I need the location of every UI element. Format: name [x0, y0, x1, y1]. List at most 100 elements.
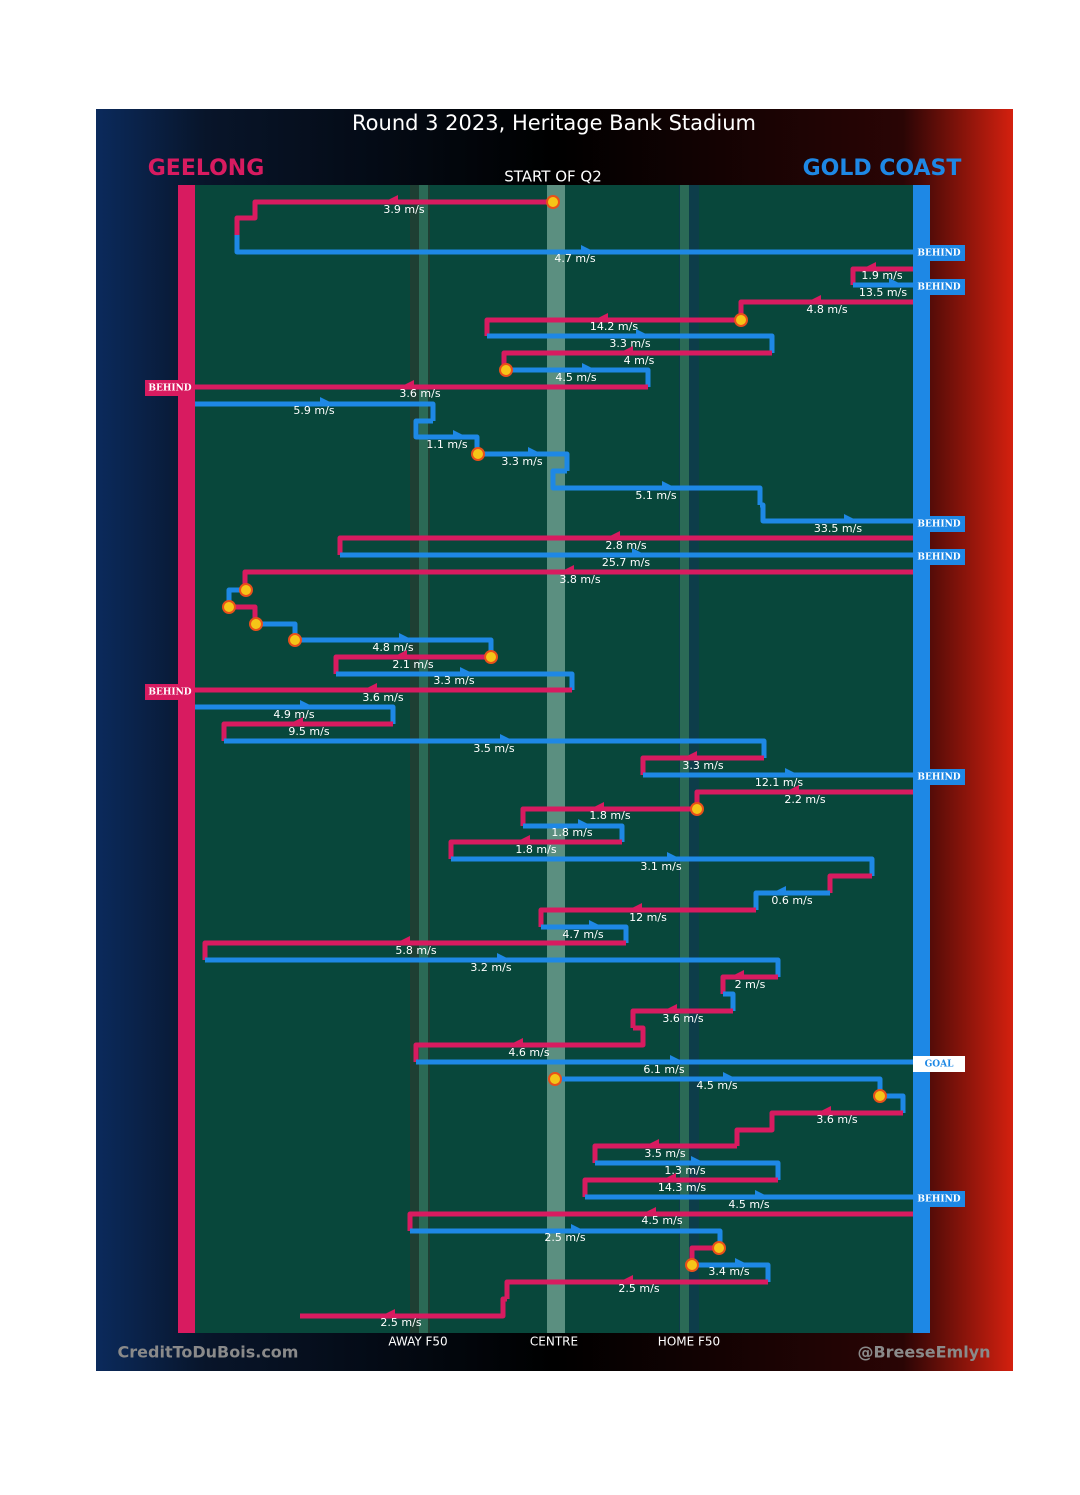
- arrowhead: [289, 717, 303, 725]
- arrowhead: [384, 195, 398, 203]
- speed-label: 3.2 m/s: [470, 961, 511, 974]
- possession-path: [734, 1110, 903, 1146]
- speed-label: 1.8 m/s: [589, 809, 630, 822]
- outcome-tag: [913, 245, 965, 261]
- ball-marker: [239, 583, 253, 597]
- speed-label: 3.8 m/s: [559, 573, 600, 586]
- arrowhead: [581, 245, 595, 253]
- possession-path: [336, 671, 575, 690]
- speed-label: 3.1 m/s: [640, 860, 681, 873]
- arrowhead: [516, 835, 530, 843]
- ball-marker: [685, 1258, 699, 1272]
- speed-label: 2 m/s: [735, 978, 766, 991]
- possession-path: [205, 957, 781, 977]
- possession-path: [640, 755, 764, 775]
- possession-path: [538, 907, 756, 927]
- speed-label: 4 m/s: [624, 354, 655, 367]
- geelong-goal-line: [178, 185, 195, 1333]
- possession-path: [850, 266, 913, 285]
- speed-label: 2.1 m/s: [392, 658, 433, 671]
- arrowhead: [772, 886, 786, 894]
- speed-label: 4.7 m/s: [554, 252, 595, 265]
- possession-path: [520, 806, 697, 826]
- field-label: AWAY F50: [388, 1335, 447, 1349]
- speed-label: 4.9 m/s: [273, 708, 314, 721]
- ball-marker: [499, 363, 513, 377]
- arrowhead: [889, 278, 903, 286]
- ball-marker: [222, 600, 236, 614]
- arrowhead: [785, 785, 799, 793]
- possession-path: [448, 839, 622, 859]
- arrowhead: [590, 802, 604, 810]
- speed-label: 3.3 m/s: [433, 674, 474, 687]
- speed-label: 1.1 m/s: [426, 438, 467, 451]
- possession-path: [541, 924, 629, 943]
- speed-label: 2.5 m/s: [380, 1316, 421, 1329]
- footer-right: @BreeseEmlyn: [857, 1343, 990, 1362]
- arrowhead: [400, 380, 414, 388]
- possession-path: [484, 317, 741, 336]
- arrowhead: [582, 363, 596, 371]
- ball-marker: [548, 1072, 562, 1086]
- period: START OF Q2: [504, 168, 602, 186]
- arrowhead: [628, 903, 642, 911]
- possession-path: [827, 873, 872, 893]
- speed-label: 6.1 m/s: [643, 1063, 684, 1076]
- speed-label: 25.7 m/s: [602, 556, 650, 569]
- speed-label: 2.5 m/s: [544, 1231, 585, 1244]
- ball-marker: [288, 633, 302, 647]
- arrowhead: [619, 1275, 633, 1283]
- arrowhead: [571, 1224, 585, 1232]
- ball-marker: [734, 313, 748, 327]
- away-f50-line: [419, 185, 428, 1333]
- possession-chain: 3.9 m/s 4.7 m/s 1.9 m/s 13.5 m/s 4.8 m/s 14.2…: [145, 195, 965, 1329]
- outcome-label: BEHIND: [148, 384, 191, 394]
- speed-label: 5.1 m/s: [635, 489, 676, 502]
- speed-label: 3.3 m/s: [501, 455, 542, 468]
- possession-path: [504, 367, 651, 387]
- arrowhead: [691, 1156, 705, 1164]
- outcome-label: GOAL: [925, 1060, 955, 1070]
- arrowhead: [300, 700, 314, 708]
- arrowhead: [807, 295, 821, 303]
- arrowhead: [667, 852, 681, 860]
- arrowhead: [844, 514, 858, 522]
- outcome-label: BEHIND: [917, 249, 960, 259]
- speed-label: 2.5 m/s: [618, 1282, 659, 1295]
- possession-path: [720, 974, 778, 994]
- arrowhead: [670, 1055, 684, 1063]
- arrowhead: [497, 953, 511, 961]
- arrowhead: [735, 1258, 749, 1266]
- speed-label: 12 m/s: [629, 911, 667, 924]
- arrowhead: [817, 1106, 831, 1114]
- arrowhead: [381, 1309, 395, 1317]
- arrowhead: [730, 970, 744, 978]
- outcome-label: BEHIND: [917, 520, 960, 530]
- field-label: CENTRE: [530, 1335, 578, 1349]
- possession-path: [337, 535, 913, 555]
- away-team: GOLD COAST: [803, 156, 962, 181]
- arrowhead: [632, 548, 646, 556]
- possession-path: [451, 856, 875, 876]
- speed-label: 5.9 m/s: [293, 404, 334, 417]
- possession-path: [630, 1008, 733, 1028]
- speed-label: 3.5 m/s: [473, 742, 514, 755]
- speed-label: 4.5 m/s: [696, 1079, 737, 1092]
- arrowhead: [723, 1072, 737, 1080]
- arrowhead: [560, 565, 574, 573]
- speed-label: 5.8 m/s: [395, 944, 436, 957]
- goldcoast-goal-line: [913, 185, 930, 1333]
- speed-label: 3.3 m/s: [609, 337, 650, 350]
- outcome-label: BEHIND: [917, 553, 960, 563]
- speed-label: 12.1 m/s: [755, 776, 803, 789]
- speed-label: 4.5 m/s: [555, 371, 596, 384]
- speed-label: 4.7 m/s: [562, 928, 603, 941]
- speed-label: 4.8 m/s: [806, 303, 847, 316]
- arrowhead: [619, 346, 633, 354]
- speed-label: 33.5 m/s: [814, 522, 862, 535]
- possession-path: [760, 502, 913, 524]
- possession-path: [582, 1177, 778, 1197]
- possession-path: [234, 235, 913, 255]
